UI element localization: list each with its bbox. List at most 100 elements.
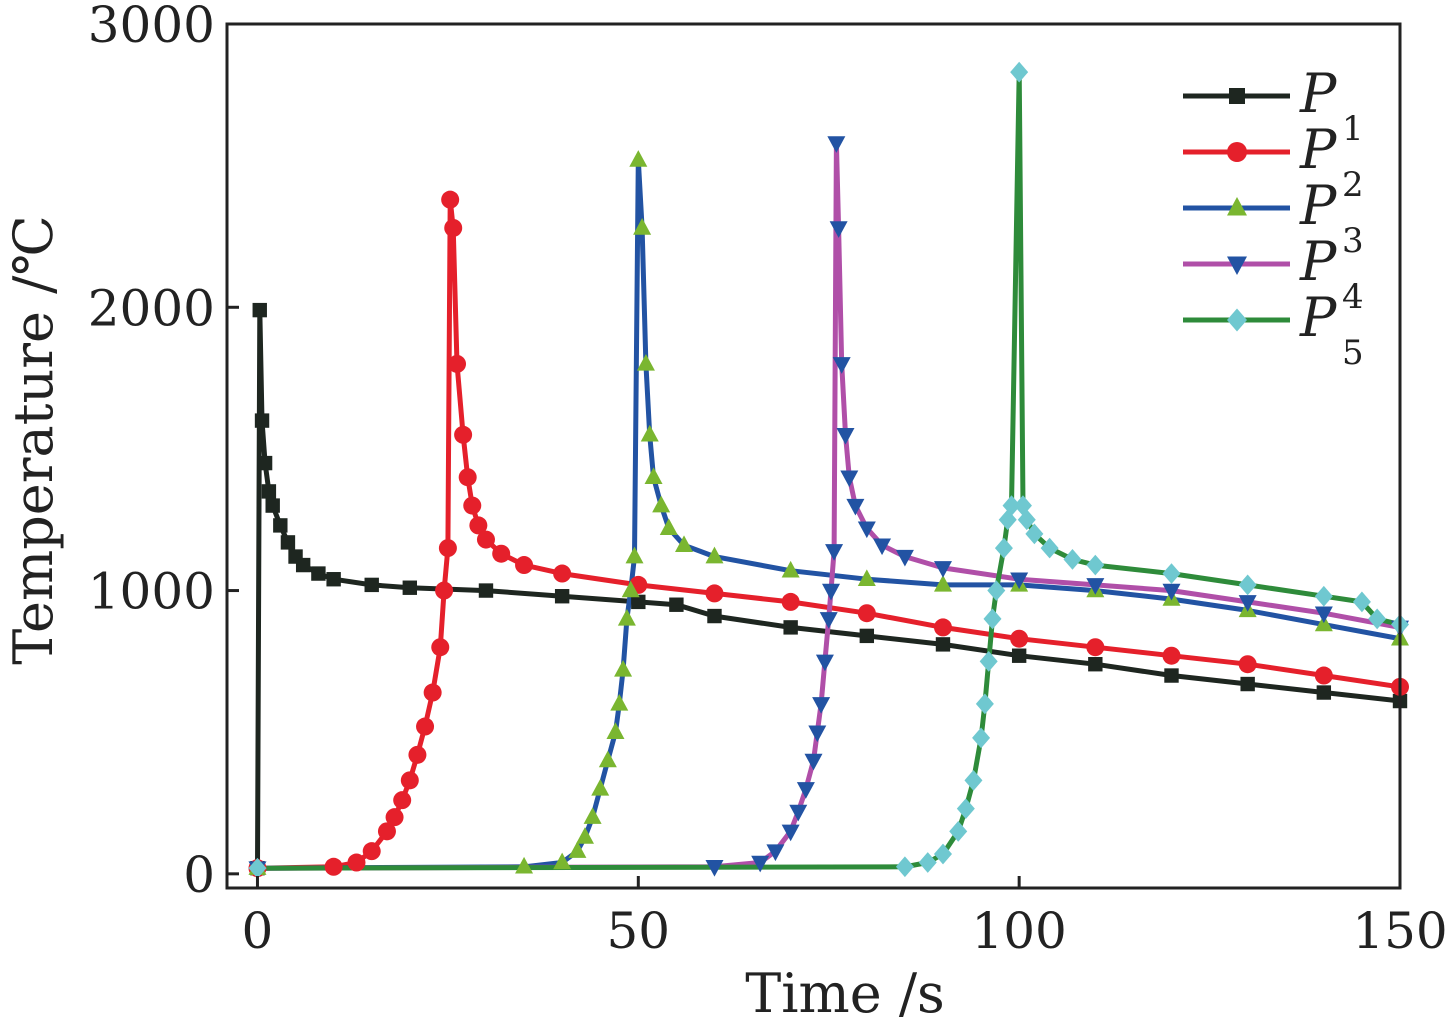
data-point-p2-23 [515,556,534,575]
data-point-p3-20 [659,518,678,535]
legend-label-p2: P [1299,118,1338,181]
data-point-p5-11 [987,580,1006,601]
data-point-p4-22 [895,549,914,567]
x-tick-label-150: 150 [1352,902,1447,960]
data-point-p4-1 [705,860,724,877]
legend-label-p5: P [1299,286,1338,349]
data-point-p3-1 [515,856,534,874]
data-point-p3-14 [629,150,648,167]
data-point-p2-30 [1010,629,1029,648]
data-point-p2-28 [857,604,876,623]
data-point-p5-6 [964,770,983,791]
data-point-p3-8 [606,722,625,739]
data-point-p1-26 [1316,685,1332,700]
data-point-p5-18 [1025,523,1044,545]
data-point-p5-4 [949,820,968,842]
data-point-p3-13 [625,546,644,564]
data-point-p5-23 [1238,574,1257,596]
data-point-p5-25 [1352,591,1371,613]
data-point-p2-15 [444,218,463,237]
data-point-p1-5 [265,498,280,513]
data-point-p2-31 [1086,638,1105,657]
plot-lines [255,69,1401,871]
data-point-p2-1 [324,857,343,876]
data-point-p3-5 [583,807,602,824]
data-point-p1-23 [1088,657,1103,672]
y-axis-title: Temperature /℃ [2,215,65,665]
data-point-p5-10 [983,608,1002,630]
data-point-p2-22 [492,544,511,563]
data-point-p4-26 [1162,583,1181,601]
data-point-p2-7 [400,771,419,790]
plot-markers [248,61,1409,879]
legend-marker-p1 [1229,88,1245,104]
axes: 0 50 100 150 0 1000 2000 3000 [88,0,1448,960]
data-point-p1-6 [273,518,288,533]
data-point-p2-8 [408,745,427,764]
data-point-p3-15 [633,218,652,235]
data-point-p1-2 [254,413,270,428]
legend-subscript-p1: 1 [1342,109,1364,149]
data-point-p1-4 [261,484,277,499]
data-point-p2-9 [416,717,435,736]
data-point-p1-1 [252,302,267,318]
data-point-p3-16 [636,354,655,371]
data-point-p5-1 [895,856,914,878]
data-point-p4-2 [751,855,770,873]
data-point-p4-28 [1314,606,1333,624]
data-point-p1-11 [326,572,341,587]
data-point-p5-8 [975,693,994,715]
data-point-p4-15 [829,221,848,238]
data-point-p1-25 [1240,676,1255,692]
data-point-p2-24 [553,564,572,583]
data-point-p2-16 [448,354,467,373]
data-point-p3-11 [617,608,636,626]
data-point-p1-21 [935,637,951,652]
legend-label-p3: P [1299,174,1338,237]
data-point-p2-21 [476,530,495,549]
data-point-p5-3 [933,843,952,865]
data-point-p1-7 [280,535,296,550]
legend-marker-p4 [1227,256,1247,275]
y-tick-label-1000: 1000 [88,563,215,621]
data-point-p4-17 [836,428,855,445]
data-point-p4-21 [873,538,892,556]
data-point-p2-4 [377,822,396,841]
data-point-p4-11 [819,612,838,629]
data-point-p5-26 [1368,608,1387,630]
plot-frame [225,22,1402,890]
data-point-p4-25 [1086,578,1105,595]
data-point-p5-9 [979,651,998,672]
data-point-p3-19 [652,495,671,513]
legend-label-p1: P [1299,62,1338,125]
data-point-p3-21 [675,535,694,552]
data-point-p5-0 [248,857,267,879]
x-tick-label-50: 50 [606,902,670,960]
data-point-p5-13 [998,509,1017,531]
data-point-p5-2 [918,852,937,873]
data-point-p2-32 [1162,646,1181,665]
legend-subscript-p2: 2 [1342,165,1364,205]
y-tick-label-0: 0 [183,846,215,904]
data-point-p2-14 [441,190,460,209]
data-point-p2-11 [431,638,450,657]
data-point-p3-10 [614,659,633,677]
data-point-p5-17 [1017,509,1036,531]
data-point-p2-6 [393,791,412,810]
legend-marker-p5 [1227,308,1247,332]
data-point-p2-13 [438,539,457,558]
x-axis-title: Time /s [745,962,945,1024]
data-point-p1-22 [1011,648,1027,663]
data-point-p2-20 [469,516,488,535]
legend-subscript-p3: 3 [1342,221,1364,261]
data-point-p4-3 [766,844,785,862]
y-tick-label-3000: 3000 [88,0,215,54]
data-point-p1-24 [1164,668,1179,683]
data-point-p4-19 [846,498,865,516]
x-tick-label-100: 100 [971,902,1066,960]
data-point-p4-24 [1010,572,1029,590]
data-point-p1-10 [311,566,326,581]
data-point-p2-19 [463,496,482,515]
